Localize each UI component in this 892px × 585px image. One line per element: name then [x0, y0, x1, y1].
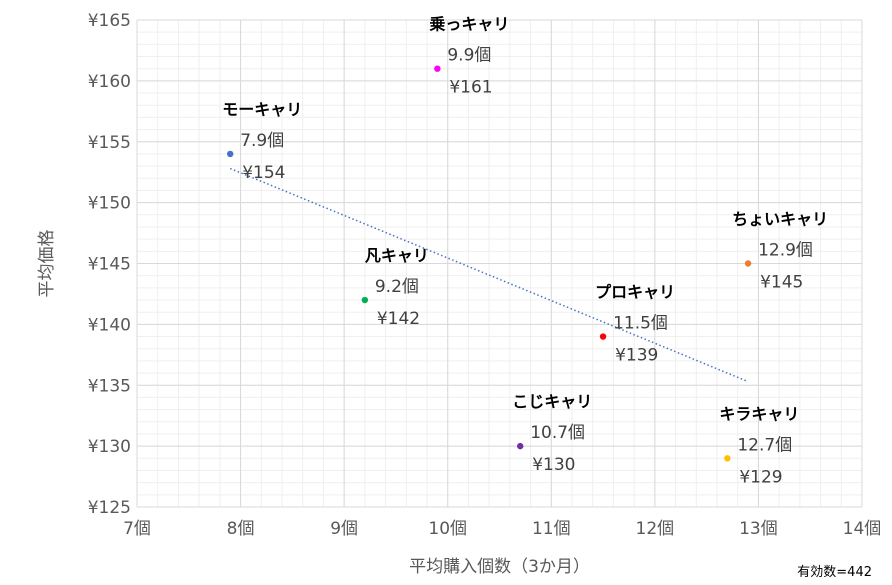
y-tick-label: ¥160 — [88, 72, 131, 92]
data-point — [227, 150, 234, 158]
data-point — [744, 260, 752, 267]
x-tick-label: 11個 — [532, 519, 571, 539]
point-x-value-label: 12.9個 — [758, 241, 813, 261]
data-point — [361, 296, 369, 304]
point-x-value-label: 10.7個 — [530, 423, 585, 443]
x-tick-label: 10個 — [428, 519, 467, 539]
data-point — [724, 455, 731, 462]
y-tick-label: ¥130 — [88, 437, 131, 457]
data-point — [599, 333, 607, 340]
point-y-value-label: ¥139 — [615, 346, 658, 366]
point-name-label: こじキャリ — [512, 392, 592, 411]
x-tick-label: 12個 — [636, 519, 675, 539]
data-point — [517, 442, 524, 450]
x-tick-label: 9個 — [330, 519, 358, 539]
points-group: モーキャリ 7.9個 ¥154 乗っキャリ 9.9個 ¥161 凡キャリ 9.2個 ¥142 プロ… — [222, 15, 828, 488]
major-grid — [136, 19, 863, 508]
y-tick-label: ¥165 — [88, 11, 131, 31]
point-name-label: 乗っキャリ — [429, 15, 509, 34]
point-name-label: ちょいキャリ — [732, 210, 828, 229]
point-y-value-label: ¥142 — [377, 309, 420, 329]
point-name-label: モーキャリ — [222, 100, 302, 119]
y-tick-labels: ¥125 ¥130 ¥135 ¥140 ¥145 ¥150 ¥155 ¥160 ¥165 — [88, 11, 131, 518]
y-tick-label: ¥150 — [88, 194, 131, 214]
point-x-value-label: 12.7個 — [737, 435, 792, 455]
y-tick-label: ¥145 — [88, 255, 131, 275]
y-tick-label: ¥135 — [88, 376, 131, 396]
x-tick-label: 7個 — [123, 519, 151, 539]
y-axis-title: 平均価格 — [37, 230, 57, 298]
point-y-value-label: ¥130 — [532, 455, 575, 475]
point-y-value-label: ¥154 — [242, 163, 285, 183]
trendline-group — [229, 167, 749, 383]
point-x-value-label: 9.2個 — [375, 277, 419, 297]
sample-size-note: 有効数=442 — [797, 565, 872, 580]
point-name-label: キラキャリ — [719, 404, 799, 423]
y-tick-label: ¥125 — [88, 498, 131, 518]
y-tick-label: ¥140 — [88, 315, 131, 335]
y-tick-label: ¥155 — [88, 133, 131, 153]
point-y-value-label: ¥161 — [449, 78, 492, 98]
point-x-value-label: 11.5個 — [613, 314, 668, 334]
x-tick-label: 13個 — [739, 519, 778, 539]
trendline — [229, 167, 749, 383]
x-tick-labels: 7個 8個 9個 10個 11個 12個 13個 14個 — [123, 519, 881, 539]
point-x-value-label: 7.9個 — [240, 131, 284, 151]
point-name-label: プロキャリ — [595, 283, 675, 302]
point-x-value-label: 9.9個 — [447, 46, 491, 66]
x-tick-label: 8個 — [227, 519, 255, 539]
point-y-value-label: ¥145 — [760, 273, 803, 293]
x-tick-label: 14個 — [843, 519, 882, 539]
data-point — [434, 65, 441, 72]
x-axis-title: 平均購入個数（3か月） — [409, 557, 590, 577]
point-name-label: 凡キャリ — [365, 246, 429, 265]
point-y-value-label: ¥129 — [739, 467, 782, 487]
